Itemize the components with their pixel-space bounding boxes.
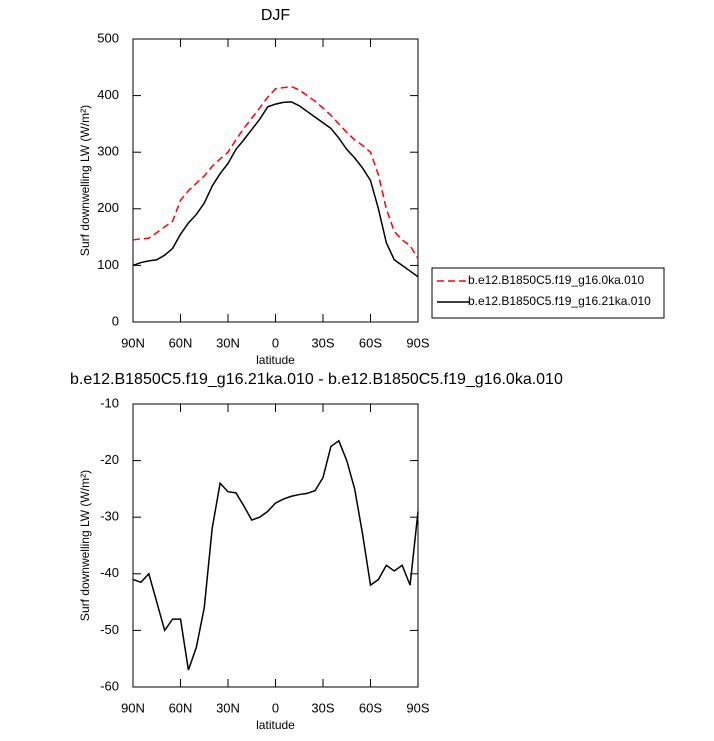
x-tick-label: 60N <box>169 700 193 715</box>
legend-label: b.e12.B1850C5.f19_g16.0ka.010 <box>468 273 644 287</box>
x-tick-label: 60S <box>359 335 382 350</box>
y-axis-label: Surf downwelling LW (W/m²) <box>78 105 92 256</box>
legend-label: b.e12.B1850C5.f19_g16.21ka.010 <box>468 294 651 308</box>
x-tick-label: 30S <box>311 700 334 715</box>
y-tick-label: 500 <box>97 30 119 45</box>
plot-frame <box>132 38 419 323</box>
data-line <box>132 85 419 259</box>
y-tick-label: 0 <box>112 313 119 328</box>
y-axis-label: Surf downwelling LW (W/m²) <box>78 470 92 621</box>
legend-box <box>431 267 665 319</box>
y-tick-label: 300 <box>97 144 119 159</box>
data-line <box>132 439 419 671</box>
x-tick-label: 60S <box>359 700 382 715</box>
y-tick-label: 100 <box>97 257 119 272</box>
x-axis-label: latitude <box>256 718 295 732</box>
x-tick-label: 0 <box>272 335 279 350</box>
y-tick-label: -10 <box>100 395 119 410</box>
y-tick-label: -40 <box>100 565 119 580</box>
x-tick-label: 90N <box>121 335 145 350</box>
x-tick-label: 90S <box>406 335 429 350</box>
data-line <box>132 101 419 278</box>
x-axis-label: latitude <box>256 353 295 367</box>
x-tick-label: 0 <box>272 700 279 715</box>
chart-title: DJF <box>261 7 291 24</box>
y-tick-label: -50 <box>100 622 119 637</box>
y-tick-label: -60 <box>100 678 119 693</box>
plot-frame <box>132 403 419 688</box>
x-tick-label: 90S <box>406 700 429 715</box>
x-tick-label: 90N <box>121 700 145 715</box>
chart-title: b.e12.B1850C5.f19_g16.21ka.010 - b.e12.B… <box>70 371 563 388</box>
y-tick-label: -20 <box>100 452 119 467</box>
y-tick-label: 400 <box>97 87 119 102</box>
x-tick-label: 30S <box>311 335 334 350</box>
y-tick-label: 200 <box>97 200 119 215</box>
y-tick-label: -30 <box>100 509 119 524</box>
x-tick-label: 30N <box>216 700 240 715</box>
x-tick-label: 30N <box>216 335 240 350</box>
x-tick-label: 60N <box>169 335 193 350</box>
